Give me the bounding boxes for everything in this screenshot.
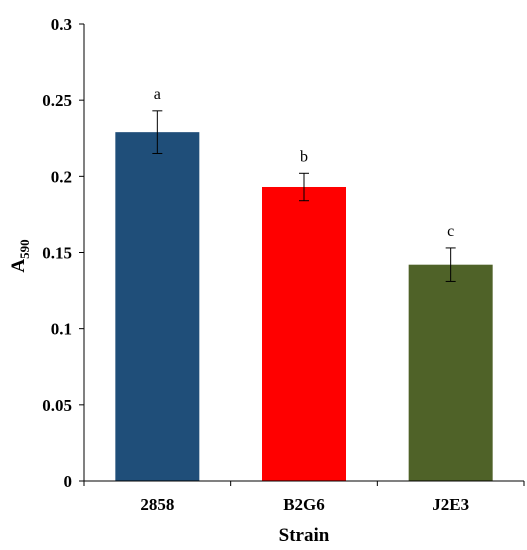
- significance-label: a: [154, 86, 161, 103]
- y-tick-label: 0.1: [51, 320, 72, 339]
- x-tick-label: B2G6: [283, 495, 325, 514]
- y-tick-label: 0: [64, 472, 73, 491]
- bar-2858: [115, 132, 200, 481]
- y-tick-label: 0.15: [42, 244, 72, 263]
- x-tick-label: J2E3: [432, 495, 469, 514]
- bar-J2E3: [408, 264, 493, 481]
- x-tick-label: 2858: [140, 495, 174, 514]
- significance-label: b: [300, 148, 308, 165]
- y-tick-label: 0.3: [51, 15, 72, 34]
- bars-layer: [115, 110, 493, 481]
- y-axis-title-main: A: [8, 259, 29, 273]
- x-axis-title: Strain: [279, 525, 330, 546]
- axes-layer: [79, 23, 525, 486]
- significance-label: c: [447, 223, 454, 240]
- bar-B2G6: [262, 186, 346, 481]
- y-tick-label: 0.25: [42, 91, 72, 110]
- y-tick-label: 0.05: [42, 396, 72, 415]
- y-axis-title-subscript: 590: [17, 239, 32, 259]
- y-tick-label: 0.2: [51, 167, 72, 186]
- labels-layer: 0 0.05 0.1 0.15 0.2 0.25 0.3 a 2858 b B2G6 c J2E3: [42, 15, 469, 514]
- y-axis-title: A590: [8, 239, 32, 272]
